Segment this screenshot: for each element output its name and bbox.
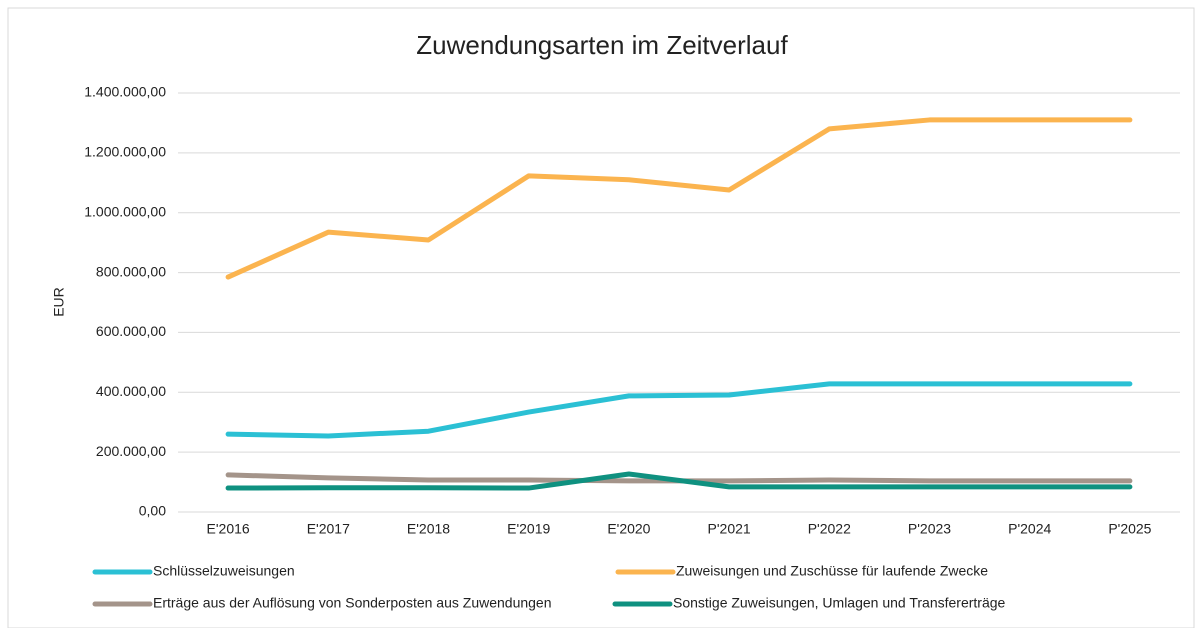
- legend-label: Schlüsselzuweisungen: [153, 563, 295, 579]
- y-tick-label: 400.000,00: [96, 383, 166, 399]
- y-tick-label: 200.000,00: [96, 443, 166, 459]
- y-tick-label: 1.200.000,00: [84, 144, 166, 160]
- chart-title: Zuwendungsarten im Zeitverlauf: [416, 30, 788, 60]
- x-tick-label: E'2017: [307, 521, 350, 537]
- line: [225, 471, 1133, 491]
- y-tick-label: 0,00: [139, 503, 166, 519]
- x-tick-label: E'2019: [507, 521, 550, 537]
- legend-label: Erträge aus der Auflösung von Sonderpost…: [153, 595, 552, 611]
- x-tick-label: E'2016: [207, 521, 250, 537]
- line: [225, 381, 1133, 439]
- x-tick-label: E'2018: [407, 521, 450, 537]
- chart-frame: [7, 7, 1195, 629]
- y-tick-label: 800.000,00: [96, 263, 166, 279]
- y-tick-label: 600.000,00: [96, 323, 166, 339]
- line: [225, 117, 1133, 280]
- x-tick-label: P'2024: [1008, 521, 1051, 537]
- x-tick-label: P'2021: [708, 521, 751, 537]
- x-tick-label: E'2020: [607, 521, 650, 537]
- y-axis-label: EUR: [51, 287, 67, 317]
- legend-label: Zuweisungen und Zuschüsse für laufende Z…: [676, 563, 988, 579]
- y-tick-label: 1.400.000,00: [84, 84, 166, 100]
- x-tick-label: P'2025: [1108, 521, 1151, 537]
- x-tick-label: P'2022: [808, 521, 851, 537]
- x-tick-label: P'2023: [908, 521, 951, 537]
- legend-label: Sonstige Zuweisungen, Umlagen und Transf…: [673, 595, 1006, 611]
- y-tick-label: 1.000.000,00: [84, 203, 166, 219]
